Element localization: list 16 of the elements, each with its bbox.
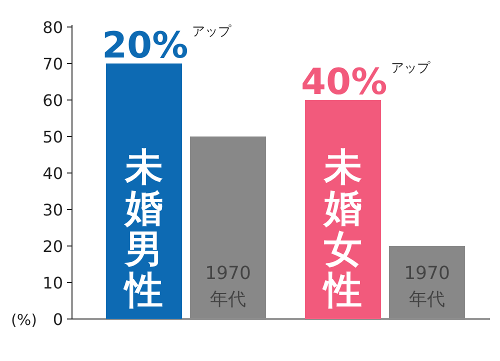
- y-tick-label: 50: [42, 128, 63, 146]
- x-tick-label: 未婚女性: [322, 145, 362, 312]
- y-tick-label: 40: [42, 164, 63, 183]
- x-tick-label: 未婚男性: [123, 145, 163, 312]
- x-tick-label: 1970年代: [404, 263, 450, 310]
- y-tick-label: 70: [42, 54, 63, 74]
- y-tick-label: 20: [42, 237, 63, 256]
- x-tick-label: 1970年代: [205, 263, 251, 310]
- y-tick-label: 60: [42, 91, 63, 110]
- y-tick-label: 10: [42, 274, 63, 292]
- annotation: 20%$^{アップ}$: [102, 24, 232, 66]
- y-tick-label: 30: [42, 200, 63, 220]
- annotation: 40%$^{アップ}$: [301, 60, 432, 103]
- y-axis-title: (%): [11, 311, 37, 329]
- y-tick-label: 80: [42, 18, 63, 37]
- y-tick-label: 0: [52, 310, 63, 329]
